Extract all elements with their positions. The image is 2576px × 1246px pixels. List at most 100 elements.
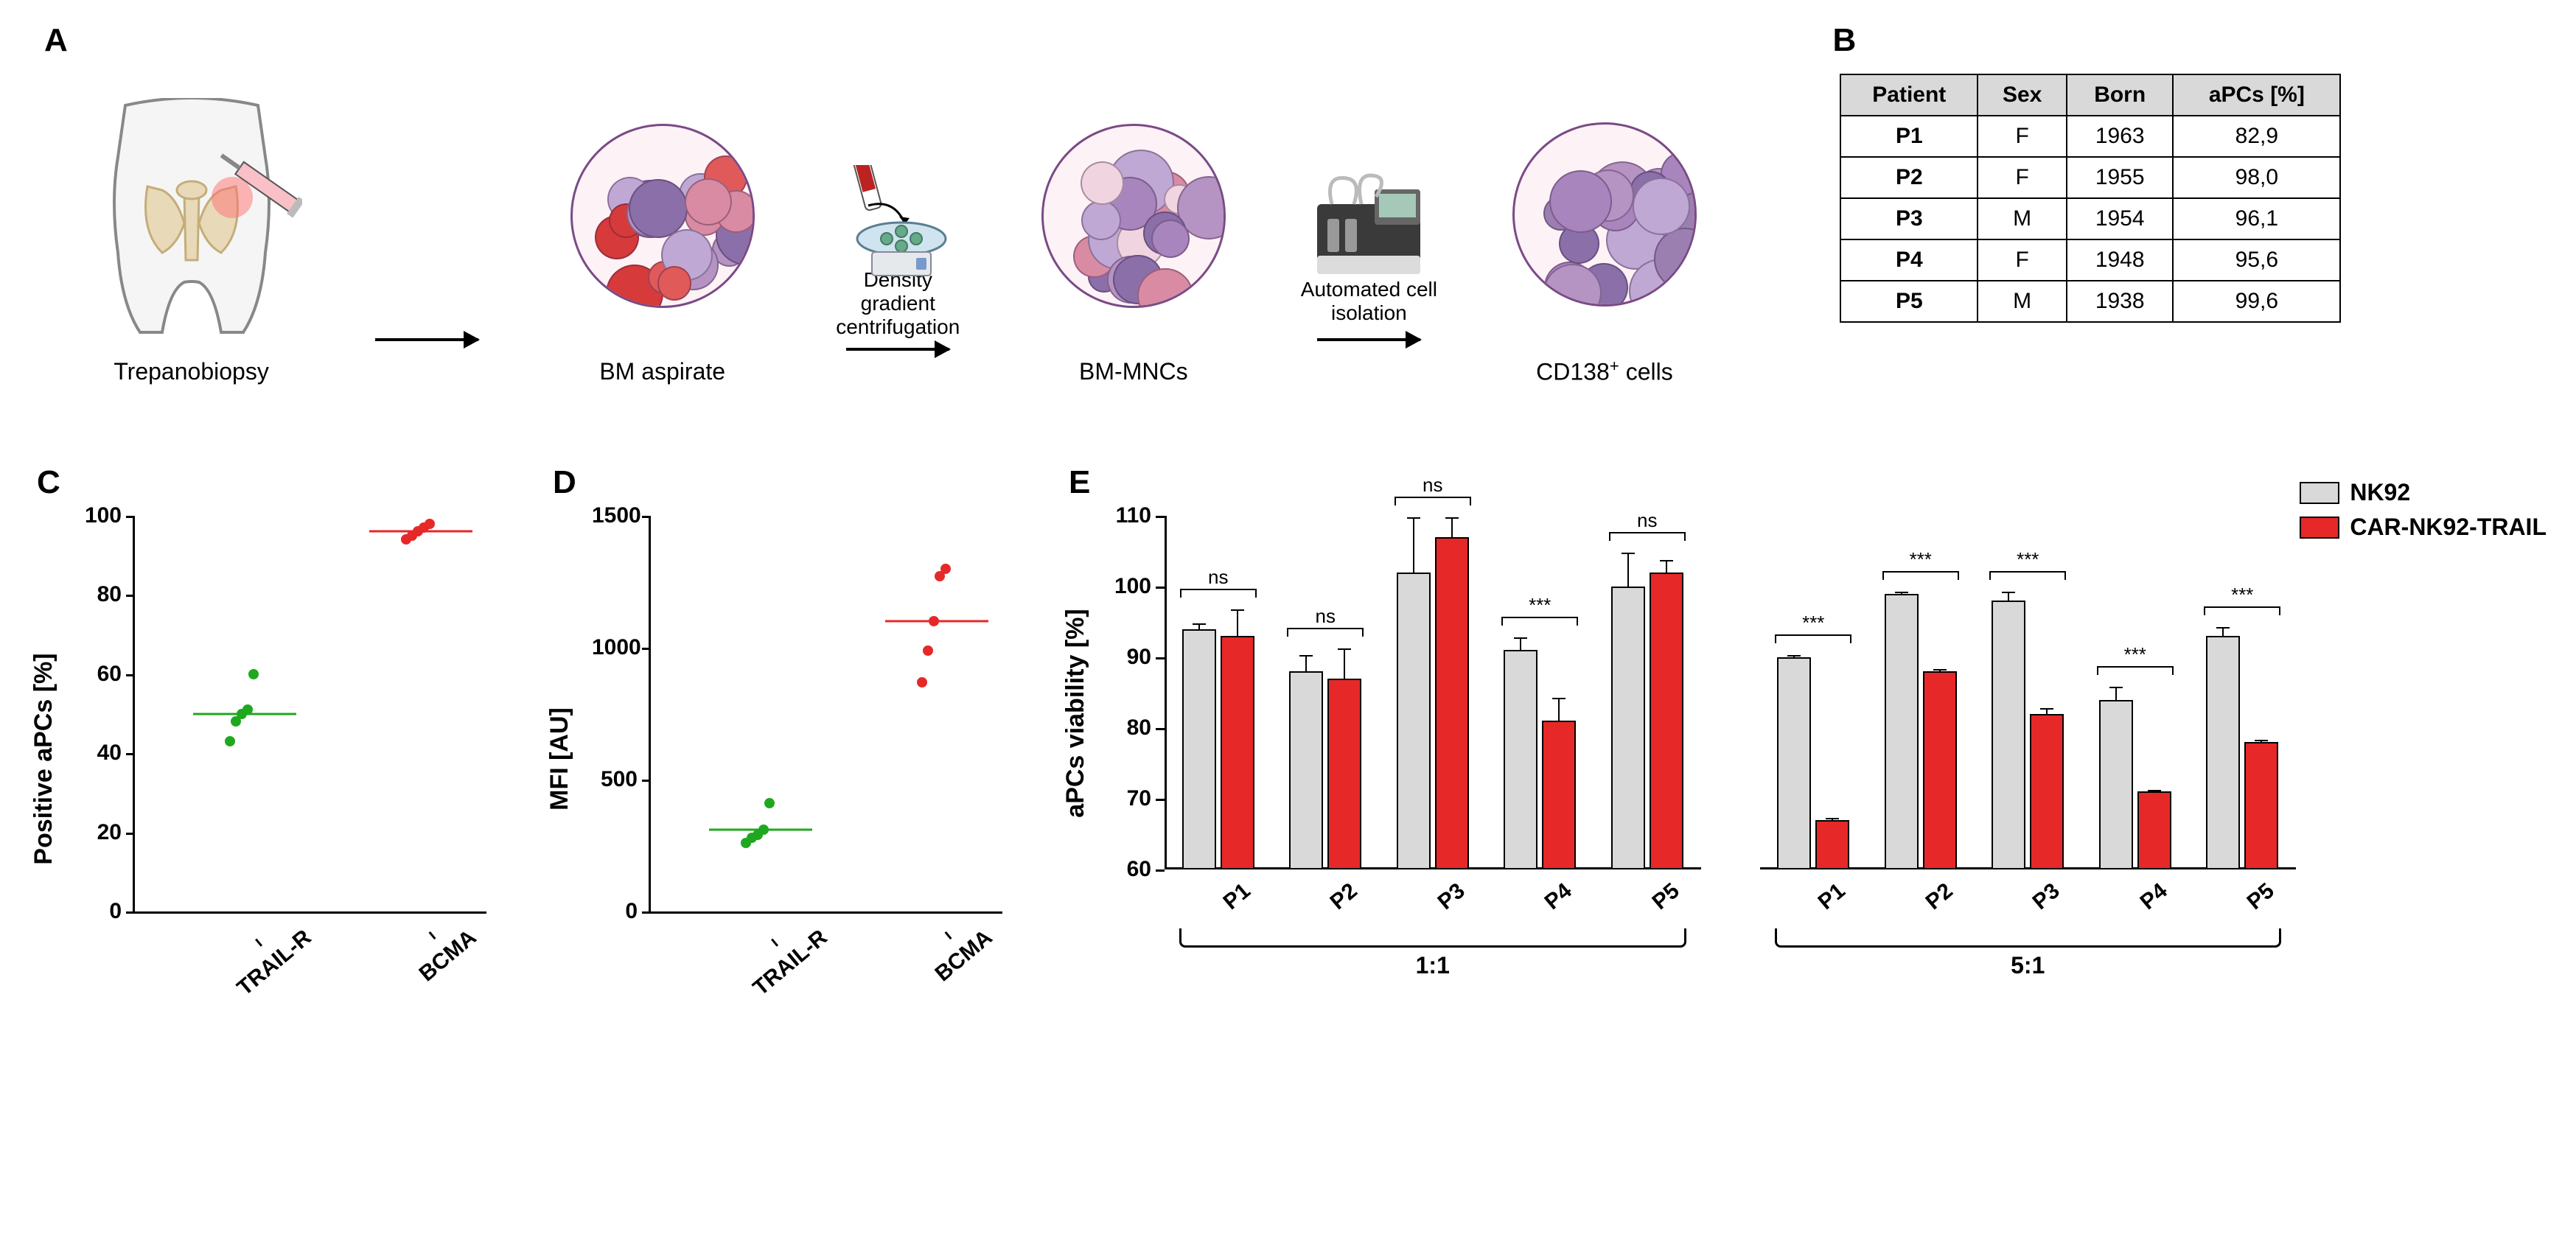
y-tick: 40 [76, 741, 135, 766]
bar-group [1611, 573, 1683, 869]
ratio-label: 1:1 [1416, 952, 1450, 979]
table-header: Patient [1840, 74, 1978, 116]
bar [1885, 594, 1919, 869]
scatter-point [248, 669, 259, 679]
bar [1650, 573, 1683, 869]
table-cell: M [1978, 198, 2067, 239]
table-row: P5M193899,6 [1840, 281, 2340, 322]
table-cell: 95,6 [2173, 239, 2340, 281]
wf-arrow-2: Automated cell isolation [1295, 130, 1442, 341]
panel-d-label: D [553, 464, 576, 501]
x-tick: P3 [2020, 869, 2064, 915]
table-cell: 1938 [2067, 281, 2173, 322]
sig-bracket [2204, 606, 2280, 615]
sig-bracket [1501, 617, 1578, 626]
panel-e-label: E [1069, 464, 1090, 501]
sig-label: *** [2017, 548, 2039, 571]
table-cell: 98,0 [2173, 157, 2340, 198]
scatter-point [923, 645, 933, 656]
ratio-label: 5:1 [2011, 952, 2045, 979]
legend-item: NK92 [2300, 479, 2547, 506]
arrow-icon [375, 338, 478, 341]
scatter-point [917, 677, 927, 687]
wf-step-cd138: CD138+ cells [1442, 85, 1766, 386]
bar-group [2206, 636, 2278, 869]
y-tick: 100 [76, 503, 135, 528]
table-cell: 1948 [2067, 239, 2173, 281]
bar [1992, 601, 2025, 869]
bar [2244, 742, 2278, 869]
sig-label: ns [1423, 474, 1442, 497]
bar-group [1885, 594, 1957, 869]
y-tick: 110 [1106, 503, 1165, 528]
table-header: Sex [1978, 74, 2067, 116]
workflow: Trepanobiopsy BM aspirate [29, 44, 1766, 427]
y-tick: 100 [1106, 574, 1165, 599]
arrow-icon [846, 348, 949, 351]
bar [1327, 679, 1361, 869]
x-tick: P4 [1532, 869, 1577, 915]
bar [2137, 791, 2171, 869]
sig-label: *** [1910, 548, 1932, 571]
wf-label-1: BM aspirate [599, 358, 725, 385]
table-header: aPCs [%] [2173, 74, 2340, 116]
legend-item: CAR-NK92-TRAIL [2300, 514, 2547, 541]
x-tick: BCMA [403, 911, 481, 987]
x-tick: BCMA [919, 911, 997, 987]
panel-b: B PatientSexBornaPCs [%] P1F196382,9P2F1… [1825, 15, 2561, 435]
legend-swatch [2300, 517, 2339, 539]
scatter-point [764, 798, 775, 808]
table-header: Born [2067, 74, 2173, 116]
table-row: P2F195598,0 [1840, 157, 2340, 198]
bar-group [2099, 700, 2171, 869]
table-cell: P2 [1840, 157, 1978, 198]
x-tick: P5 [2235, 869, 2279, 915]
table-cell: P3 [1840, 198, 1978, 239]
y-tick: 60 [76, 662, 135, 687]
bar-group [1992, 601, 2064, 869]
bar [1289, 671, 1323, 869]
bar [1182, 629, 1216, 869]
table-cell: F [1978, 116, 2067, 157]
sig-bracket [1395, 497, 1471, 505]
table-row: P4F194895,6 [1840, 239, 2340, 281]
bar [1435, 537, 1469, 869]
panel-a: A [15, 15, 1781, 435]
wf-arrow-0 [353, 130, 500, 341]
bottom-row: C Positive aPCs [%] 020406080100TRAIL-RB… [15, 464, 2561, 1054]
bar [2030, 714, 2064, 869]
y-tick: 0 [592, 899, 651, 924]
bar [1397, 573, 1431, 869]
panel-a-label: A [44, 22, 68, 59]
x-tick: P4 [2128, 869, 2172, 915]
cell-cluster-icon [1512, 122, 1697, 307]
wf-label-0: Trepanobiopsy [114, 358, 269, 385]
table-cell: 82,9 [2173, 116, 2340, 157]
bar [1815, 820, 1849, 869]
sig-label: *** [2231, 584, 2253, 606]
bar [2099, 700, 2133, 869]
panel-d: D MFI [AU] 050010001500TRAIL-RBCMA [545, 472, 1017, 1046]
legend-label: CAR-NK92-TRAIL [2350, 514, 2547, 541]
panel-c-ylabel: Positive aPCs [%] [29, 653, 58, 864]
legend-swatch [2300, 482, 2339, 504]
sig-label: ns [1208, 566, 1228, 589]
median-line [193, 713, 296, 715]
x-tick: TRAIL-R [737, 911, 832, 1001]
scatter-point [425, 519, 435, 529]
centrifuge-icon [831, 165, 964, 268]
median-line [369, 531, 472, 533]
bar [1221, 636, 1254, 869]
scatter-point [225, 736, 235, 746]
wf-arrow-1: Density gradient centrifugation [824, 121, 971, 351]
wf-arrow-label-2: Automated cell isolation [1301, 278, 1437, 329]
median-line [709, 829, 812, 831]
bar [1611, 587, 1645, 869]
y-tick: 80 [1106, 715, 1165, 741]
panel-d-plot: 050010001500TRAIL-RBCMA [649, 516, 1002, 914]
sig-label: ns [1637, 509, 1657, 532]
y-tick: 1000 [592, 635, 651, 660]
y-tick: 500 [592, 767, 651, 792]
sig-bracket [1882, 571, 1959, 580]
bar [1504, 650, 1537, 869]
